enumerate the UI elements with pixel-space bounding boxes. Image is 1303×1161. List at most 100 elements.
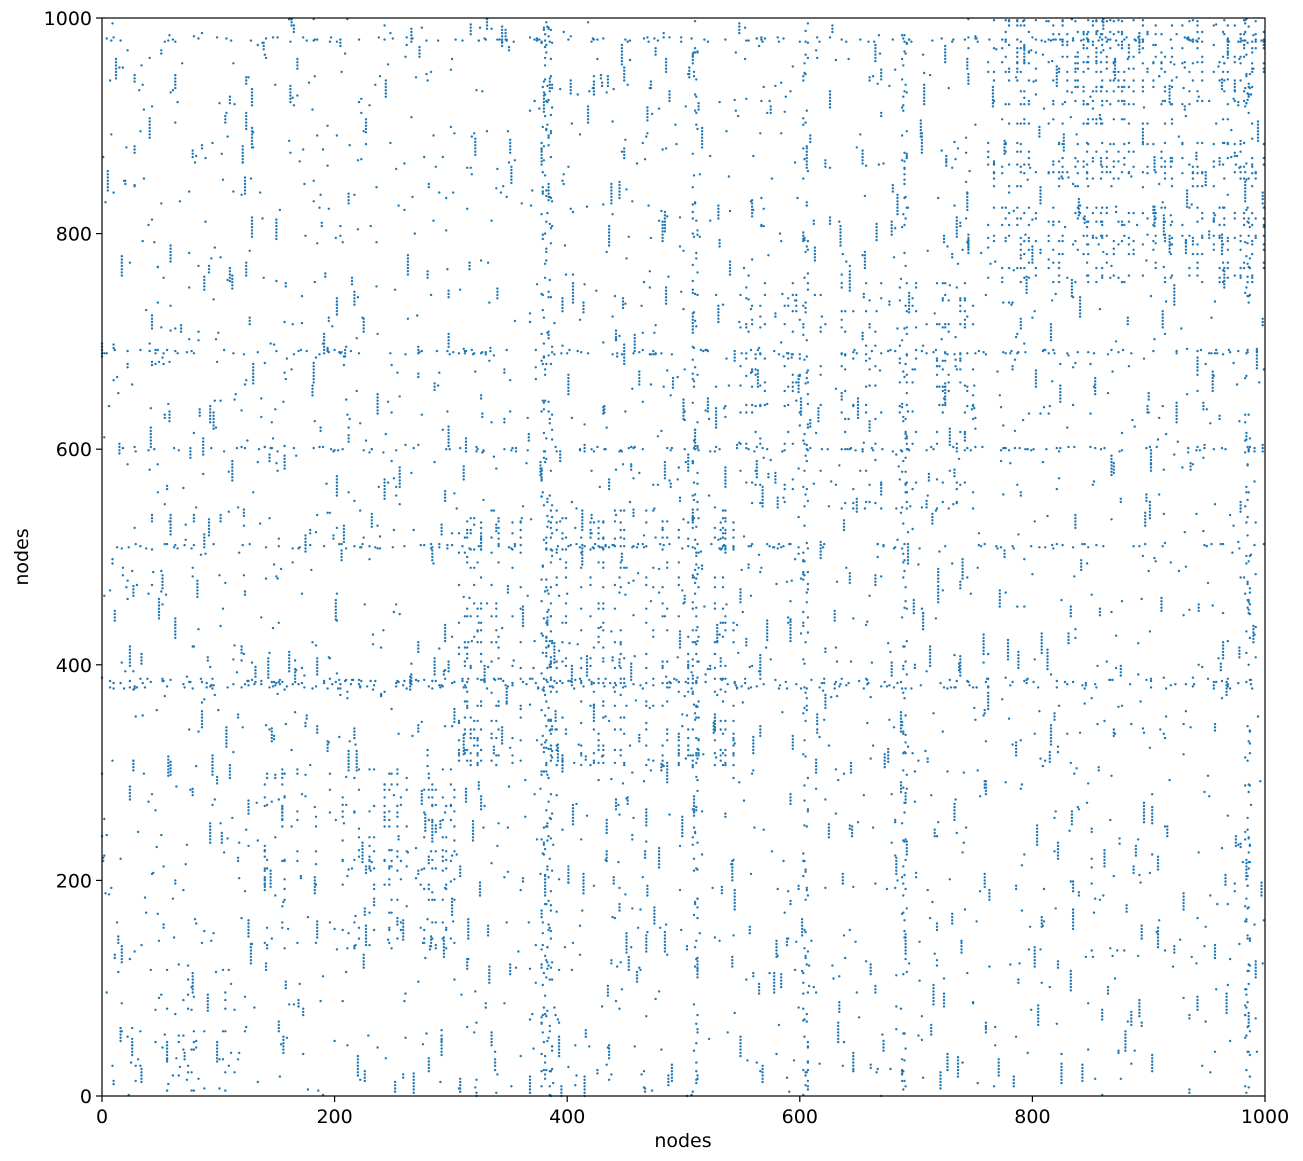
data-point (281, 921, 284, 924)
data-point (638, 373, 641, 376)
data-point (445, 883, 448, 886)
data-point (453, 796, 456, 799)
data-point (549, 526, 553, 530)
data-point (290, 825, 293, 828)
data-point (1127, 274, 1131, 277)
data-point (1181, 172, 1184, 175)
data-point (1196, 141, 1199, 145)
data-point (283, 887, 286, 891)
data-point (725, 130, 728, 133)
data-point (1252, 637, 1255, 641)
data-point (1191, 185, 1195, 188)
data-point (519, 666, 522, 670)
data-point (1091, 24, 1095, 27)
data-point (960, 948, 963, 951)
data-point (265, 858, 269, 862)
data-point (476, 607, 479, 610)
data-point (420, 868, 423, 871)
data-point (149, 429, 152, 433)
data-point (676, 375, 679, 379)
data-point (732, 536, 735, 539)
data-point (684, 757, 687, 760)
data-point (1249, 93, 1253, 96)
data-point (1070, 819, 1074, 823)
data-point (569, 79, 572, 82)
data-point (1216, 902, 1219, 906)
data-point (509, 145, 512, 148)
data-point (1188, 1013, 1191, 1017)
data-point (117, 970, 120, 974)
data-point (684, 105, 687, 108)
data-point (150, 317, 154, 320)
data-point (1035, 840, 1039, 843)
data-point (1052, 163, 1055, 166)
data-point (277, 1020, 280, 1023)
data-point (476, 615, 479, 618)
data-point (1201, 252, 1204, 256)
data-point (148, 133, 151, 136)
data-point (360, 679, 363, 683)
data-point (1145, 259, 1148, 262)
data-point (1019, 24, 1022, 27)
data-point (372, 928, 376, 932)
data-point (495, 615, 498, 618)
data-point (1019, 70, 1022, 74)
data-point (827, 836, 831, 839)
data-point (486, 934, 490, 937)
data-point (1160, 67, 1163, 70)
data-point (406, 263, 410, 267)
data-point (353, 290, 356, 293)
data-point (1132, 211, 1135, 215)
data-point (348, 417, 351, 421)
data-point (221, 607, 225, 610)
data-point (357, 100, 361, 104)
data-point (759, 326, 762, 329)
data-point (555, 528, 558, 532)
data-point (819, 469, 822, 472)
data-point (941, 411, 944, 414)
data-point (852, 403, 855, 407)
data-point (403, 999, 406, 1003)
data-point (296, 859, 299, 863)
data-point (1052, 33, 1055, 36)
data-point (700, 130, 704, 133)
data-point (1127, 55, 1131, 58)
data-point (610, 777, 613, 781)
data-point (880, 78, 883, 81)
data-point (1077, 894, 1081, 897)
data-point (951, 912, 954, 915)
data-point (473, 728, 476, 731)
data-point (279, 567, 283, 571)
data-point (278, 1075, 282, 1078)
data-point (750, 205, 754, 208)
data-point (585, 674, 589, 677)
data-point (913, 666, 917, 670)
data-point (682, 408, 685, 411)
data-point (724, 621, 727, 624)
data-point (1156, 868, 1160, 871)
data-point (971, 304, 975, 307)
data-point (136, 830, 140, 834)
data-point (661, 239, 664, 243)
data-point (564, 615, 568, 618)
data-point (341, 810, 344, 813)
data-point (661, 526, 664, 530)
data-point (554, 1013, 557, 1017)
data-point (691, 641, 694, 644)
data-point (575, 1074, 578, 1077)
data-point (687, 728, 690, 731)
data-point (612, 882, 615, 885)
data-point (396, 869, 399, 872)
data-point (342, 540, 346, 544)
data-point (1170, 103, 1174, 106)
data-point (757, 44, 761, 48)
data-point (724, 761, 727, 765)
data-point (1110, 470, 1113, 473)
data-point (1105, 61, 1109, 64)
data-point (1188, 20, 1191, 23)
data-point (167, 774, 170, 777)
data-point (431, 824, 434, 827)
data-point (1076, 62, 1080, 65)
data-point (497, 537, 500, 540)
data-point (417, 727, 420, 730)
